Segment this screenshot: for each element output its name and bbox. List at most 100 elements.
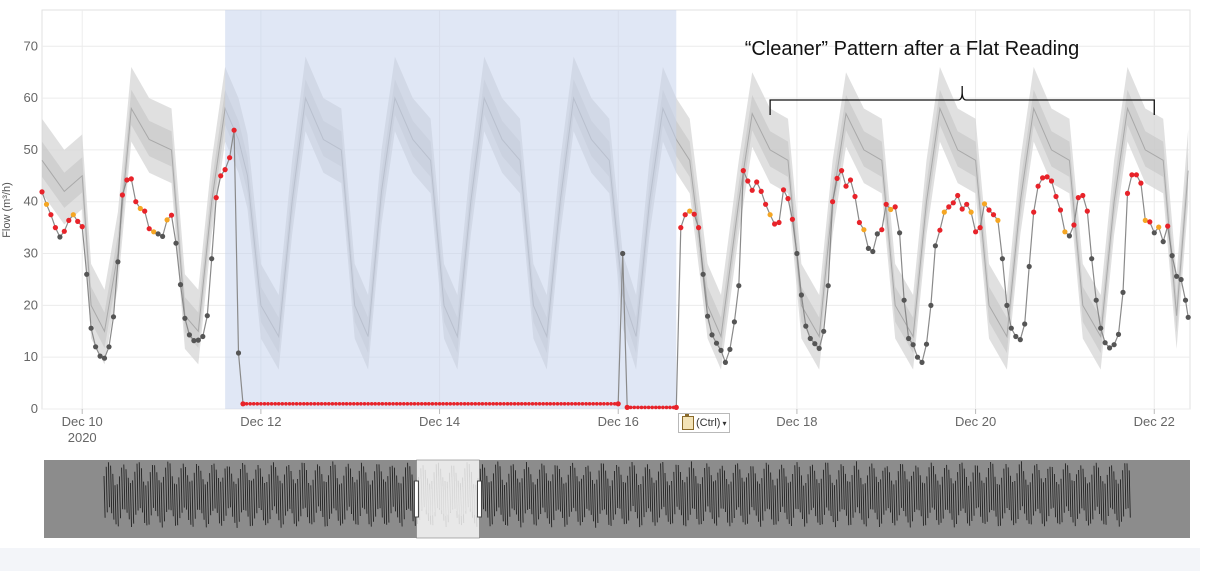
data-point <box>1142 217 1148 223</box>
y-tick-label: 70 <box>24 38 38 53</box>
data-point <box>816 345 822 351</box>
data-point <box>259 402 263 406</box>
data-point <box>986 207 992 213</box>
data-point <box>231 127 237 133</box>
data-point <box>1185 314 1191 320</box>
data-point <box>1084 208 1090 214</box>
flow-series <box>39 127 1191 410</box>
data-point <box>213 195 219 201</box>
data-point <box>1040 175 1046 181</box>
data-point <box>874 231 880 237</box>
data-point <box>910 342 916 348</box>
data-point <box>1115 331 1122 337</box>
data-point <box>1124 190 1131 196</box>
data-point <box>186 332 192 338</box>
data-point <box>758 188 764 194</box>
data-point <box>164 217 170 223</box>
data-point <box>204 313 210 319</box>
chevron-down-icon: ▾ <box>722 418 727 428</box>
data-point <box>466 402 470 406</box>
data-point <box>341 402 345 406</box>
data-point <box>298 402 303 406</box>
x-tick-label: Dec 20 <box>955 414 996 429</box>
data-point <box>570 402 574 406</box>
data-point <box>1017 337 1023 343</box>
data-point <box>700 271 706 277</box>
data-point <box>722 359 729 365</box>
data-point <box>455 402 460 406</box>
data-point <box>919 359 925 365</box>
data-point <box>106 344 112 350</box>
data-point <box>502 402 506 406</box>
data-point <box>625 405 629 410</box>
data-point <box>133 199 139 205</box>
data-point <box>137 205 143 212</box>
data-point <box>731 319 738 325</box>
data-point <box>705 313 711 319</box>
data-point <box>1098 325 1104 331</box>
data-point <box>262 402 267 406</box>
data-point <box>830 199 836 205</box>
data-point <box>195 337 201 343</box>
navigator-handle-right[interactable] <box>476 480 482 518</box>
data-point <box>294 402 299 406</box>
navigator-handle-left[interactable] <box>413 480 419 518</box>
data-point <box>115 259 121 265</box>
y-axis: 0 10 20 30 40 50 60 70 <box>24 38 38 416</box>
data-point <box>484 402 488 406</box>
data-point <box>177 282 184 288</box>
data-point <box>1013 333 1019 340</box>
data-point <box>505 402 510 406</box>
paste-options-button[interactable]: (Ctrl) ▾ <box>678 413 731 433</box>
data-point <box>419 402 424 406</box>
data-point <box>101 355 108 361</box>
data-point <box>661 405 665 410</box>
data-point <box>1071 222 1077 228</box>
x-tick-label: Dec 16 <box>598 414 639 429</box>
data-point <box>1129 172 1135 178</box>
data-point <box>709 332 715 338</box>
clipboard-icon <box>682 414 694 430</box>
data-point <box>807 335 813 342</box>
data-point <box>437 402 442 406</box>
y-tick-label: 30 <box>24 246 38 261</box>
y-tick-label: 50 <box>24 142 38 157</box>
data-point <box>825 283 831 289</box>
navigator-window[interactable] <box>416 459 480 539</box>
data-point <box>727 346 733 352</box>
data-point <box>348 402 353 406</box>
data-point <box>650 405 654 410</box>
data-point <box>359 402 363 406</box>
data-point <box>639 405 644 410</box>
y-tick-label: 20 <box>24 297 38 312</box>
data-point <box>745 178 751 184</box>
data-point <box>352 402 356 406</box>
data-point <box>534 402 538 406</box>
data-point <box>448 402 453 406</box>
data-point <box>509 402 513 406</box>
data-point <box>248 402 252 406</box>
data-point <box>430 402 435 406</box>
data-point <box>794 250 800 257</box>
data-point <box>946 204 952 210</box>
data-point <box>402 402 406 406</box>
data-point <box>776 219 782 226</box>
data-point <box>61 228 67 234</box>
data-point <box>218 173 224 179</box>
data-point <box>469 402 474 406</box>
data-point <box>678 225 684 231</box>
data-point <box>151 229 157 235</box>
data-point <box>821 328 827 334</box>
data-point <box>937 227 943 233</box>
data-point <box>1151 230 1157 236</box>
data-point <box>1165 223 1171 229</box>
data-point <box>530 402 535 406</box>
navigator[interactable] <box>44 459 1190 539</box>
data-point <box>459 402 463 406</box>
data-point <box>879 227 885 233</box>
data-point <box>312 402 317 406</box>
data-point <box>1133 172 1139 178</box>
y-tick-label: 0 <box>31 401 38 416</box>
data-point <box>84 271 90 277</box>
data-point <box>591 402 595 406</box>
